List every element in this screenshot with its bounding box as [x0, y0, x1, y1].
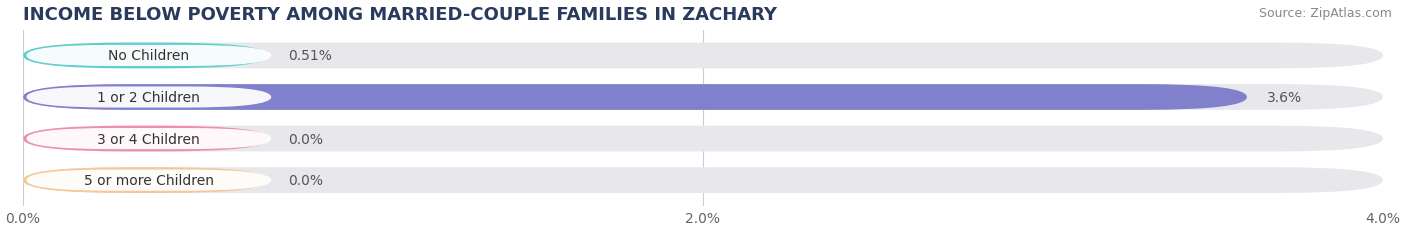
- Text: No Children: No Children: [108, 49, 190, 63]
- Text: 0.0%: 0.0%: [288, 173, 323, 187]
- Text: 3.6%: 3.6%: [1267, 91, 1302, 105]
- Text: 0.0%: 0.0%: [288, 132, 323, 146]
- FancyBboxPatch shape: [22, 43, 1384, 69]
- FancyBboxPatch shape: [22, 43, 267, 69]
- Text: 3 or 4 Children: 3 or 4 Children: [97, 132, 200, 146]
- Text: 1 or 2 Children: 1 or 2 Children: [97, 91, 200, 105]
- FancyBboxPatch shape: [22, 85, 1247, 110]
- Text: INCOME BELOW POVERTY AMONG MARRIED-COUPLE FAMILIES IN ZACHARY: INCOME BELOW POVERTY AMONG MARRIED-COUPL…: [22, 6, 778, 24]
- FancyBboxPatch shape: [27, 128, 271, 149]
- Text: 5 or more Children: 5 or more Children: [84, 173, 214, 187]
- FancyBboxPatch shape: [27, 170, 271, 191]
- FancyBboxPatch shape: [22, 126, 267, 152]
- Text: 0.51%: 0.51%: [288, 49, 332, 63]
- FancyBboxPatch shape: [27, 87, 271, 108]
- FancyBboxPatch shape: [27, 46, 271, 67]
- FancyBboxPatch shape: [22, 85, 1384, 110]
- Text: Source: ZipAtlas.com: Source: ZipAtlas.com: [1258, 7, 1392, 20]
- FancyBboxPatch shape: [22, 167, 1384, 193]
- FancyBboxPatch shape: [22, 167, 267, 193]
- FancyBboxPatch shape: [22, 126, 1384, 152]
